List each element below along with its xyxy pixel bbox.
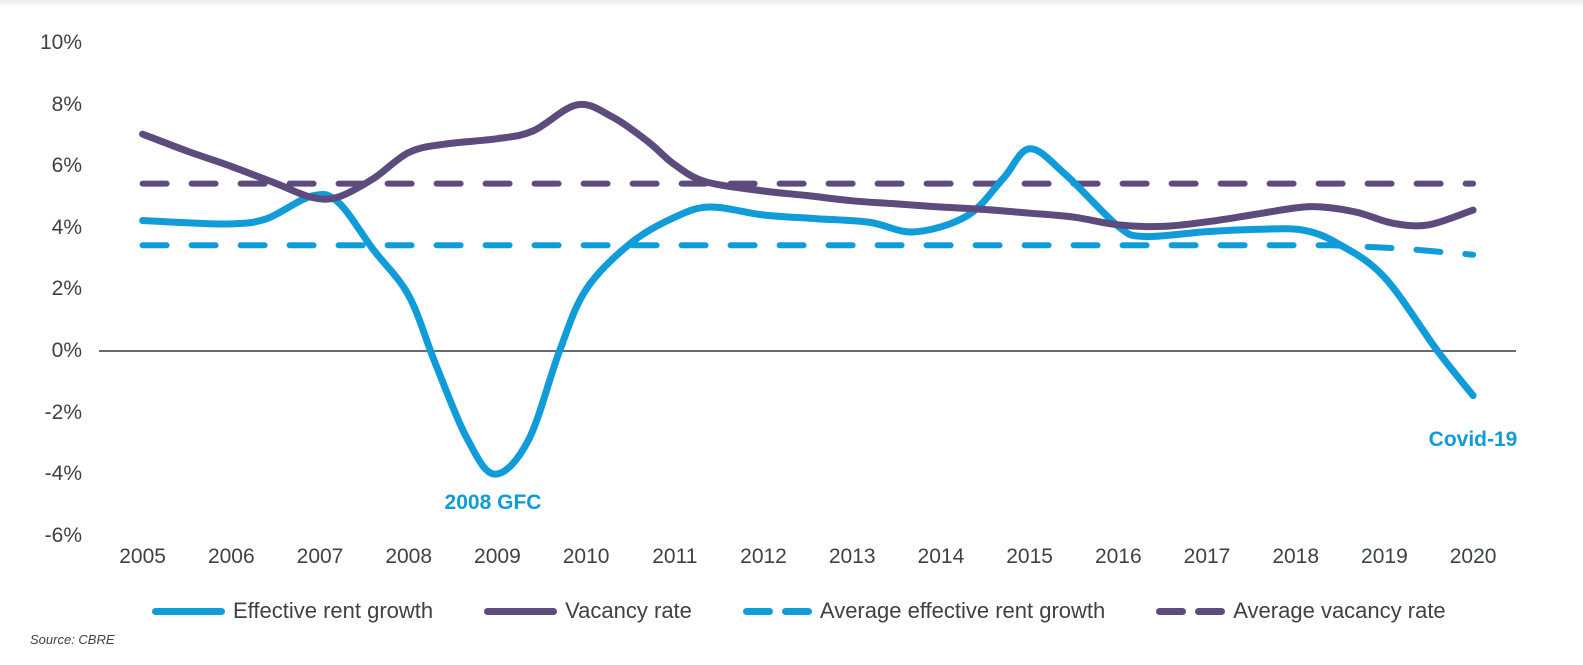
x-tick-label: 2010 [562,545,610,568]
legend-item-average-effective-rent-growth: Average effective rent growth [742,598,1106,624]
y-tick-label: 6% [51,154,82,178]
solid-purple-line-swatch-icon [484,607,558,615]
x-tick-label: 2005 [119,545,166,568]
y-tick-label: 0% [51,339,82,362]
x-tick-label: 2007 [296,545,344,568]
x-tick-label: 2018 [1272,545,1320,568]
series-line-effective-rent-growth [139,145,1477,478]
solid-blue-line-swatch-icon [152,607,225,615]
x-tick-label: 2012 [740,545,787,568]
x-tick-label: 2009 [474,545,521,568]
x-tick-label: 2014 [917,545,965,568]
x-tick-label: 2006 [207,545,255,568]
legend-label: Average effective rent growth [819,598,1106,623]
x-tick-label: 2020 [1449,545,1497,568]
y-tick-label: 8% [51,92,82,116]
y-tick-label: -4% [44,462,82,486]
source-note: Source: CBRE [30,632,115,647]
legend-label: Effective rent growth [233,598,434,623]
x-tick-label: 2008 [385,545,433,568]
x-tick-label: 2015 [1006,545,1053,568]
y-tick-label: 2% [51,277,82,301]
y-tick-label: -2% [44,400,82,424]
legend-item-average-vacancy-rate: Average vacancy rate [1156,598,1446,624]
top-edge-fade [0,0,1583,7]
legend-item-effective-rent-growth: Effective rent growth [152,598,433,624]
x-tick-label: 2019 [1361,545,1408,568]
x-tick-label: 2016 [1094,545,1142,568]
x-tick-label: 2011 [652,545,698,568]
y-tick-label: -6% [44,523,82,547]
x-tick-label: 2013 [828,545,876,568]
dashed-purple-line-swatch-icon [1156,607,1226,615]
legend-label: Vacancy rate [565,598,692,623]
legend-item-vacancy-rate: Vacancy rate [484,598,692,624]
y-tick-label: 4% [51,215,82,239]
x-tick-label: 2017 [1183,545,1231,568]
annotation-2008-gfc: 2008 GFC [444,491,542,514]
series-line-vacancy-rate [139,100,1477,231]
legend: Effective rent growth Vacancy rate Avera… [152,598,1446,624]
y-tick-label: 10% [39,31,82,55]
legend-label: Average vacancy rate [1233,598,1446,623]
series-line-average-effective-rent-growth [139,242,1477,258]
annotation-covid-19: Covid-19 [1428,428,1518,451]
dashed-blue-line-swatch-icon [742,607,812,615]
